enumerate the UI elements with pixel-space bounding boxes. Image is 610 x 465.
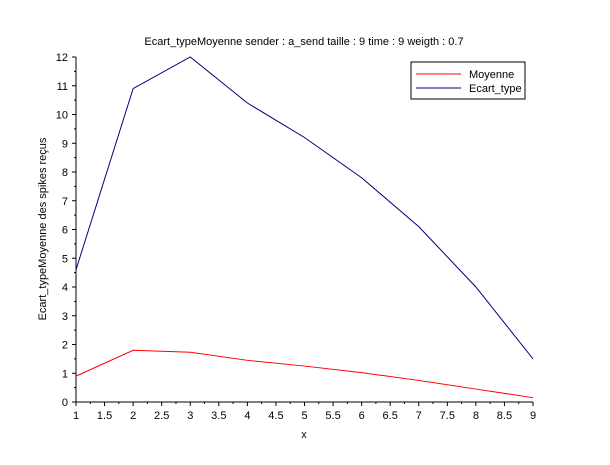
y-tick-label: 2 (62, 340, 68, 352)
x-tick-label: 3.5 (211, 410, 226, 422)
legend-label-moyenne: Moyenne (469, 69, 514, 81)
x-tick-label: 9 (530, 410, 536, 422)
x-tick-label: 4 (244, 410, 250, 422)
series-line-moyenne (75, 349, 534, 399)
x-tick-label: 5 (301, 410, 307, 422)
y-tick-label: 12 (56, 52, 68, 64)
x-tick-label: 1 (73, 410, 79, 422)
y-tick-label: 8 (62, 167, 68, 179)
legend-box (410, 61, 526, 100)
x-tick-label: 3 (187, 410, 193, 422)
legend: Moyenne Ecart_type (410, 61, 526, 100)
x-tick-label: 8.5 (497, 410, 512, 422)
x-tick-label: 6.5 (383, 410, 398, 422)
x-axis-ticks: 1 1.5 2 2.5 3 3.5 4 4.5 5 5.5 6 6.5 7 7.5 8 8.5 9 (73, 402, 536, 422)
y-tick-label: 11 (57, 81, 68, 93)
series-line-ecart-type (75, 56, 534, 360)
y-axis-label: Ecart_typeMoyenne des spikes reçus (37, 137, 49, 320)
y-tick-label: 4 (62, 282, 68, 294)
y-tick-label: 5 (62, 253, 68, 265)
y-tick-label: 9 (62, 138, 68, 150)
x-tick-label: 7 (416, 410, 422, 422)
x-tick-label: 1.5 (97, 410, 112, 422)
x-tick-label: 8 (473, 410, 479, 422)
x-tick-label: 7.5 (440, 410, 455, 422)
chart-title: Ecart_typeMoyenne sender : a_send taille… (144, 36, 463, 48)
x-tick-label: 5.5 (325, 410, 340, 422)
x-tick-label: 4.5 (268, 410, 283, 422)
y-tick-label: 6 (62, 225, 68, 237)
y-tick-label: 0 (62, 397, 68, 409)
y-tick-label: 7 (62, 196, 68, 208)
x-tick-label: 2.5 (154, 410, 169, 422)
y-tick-label: 10 (56, 110, 68, 122)
y-tick-label: 1 (62, 368, 68, 380)
x-axis-label: x (301, 429, 307, 441)
series-layer (75, 56, 534, 399)
legend-label-ecart-type: Ecart_type (469, 83, 522, 95)
x-tick-label: 2 (130, 410, 136, 422)
y-tick-label: 3 (62, 311, 68, 323)
x-tick-label: 6 (359, 410, 365, 422)
